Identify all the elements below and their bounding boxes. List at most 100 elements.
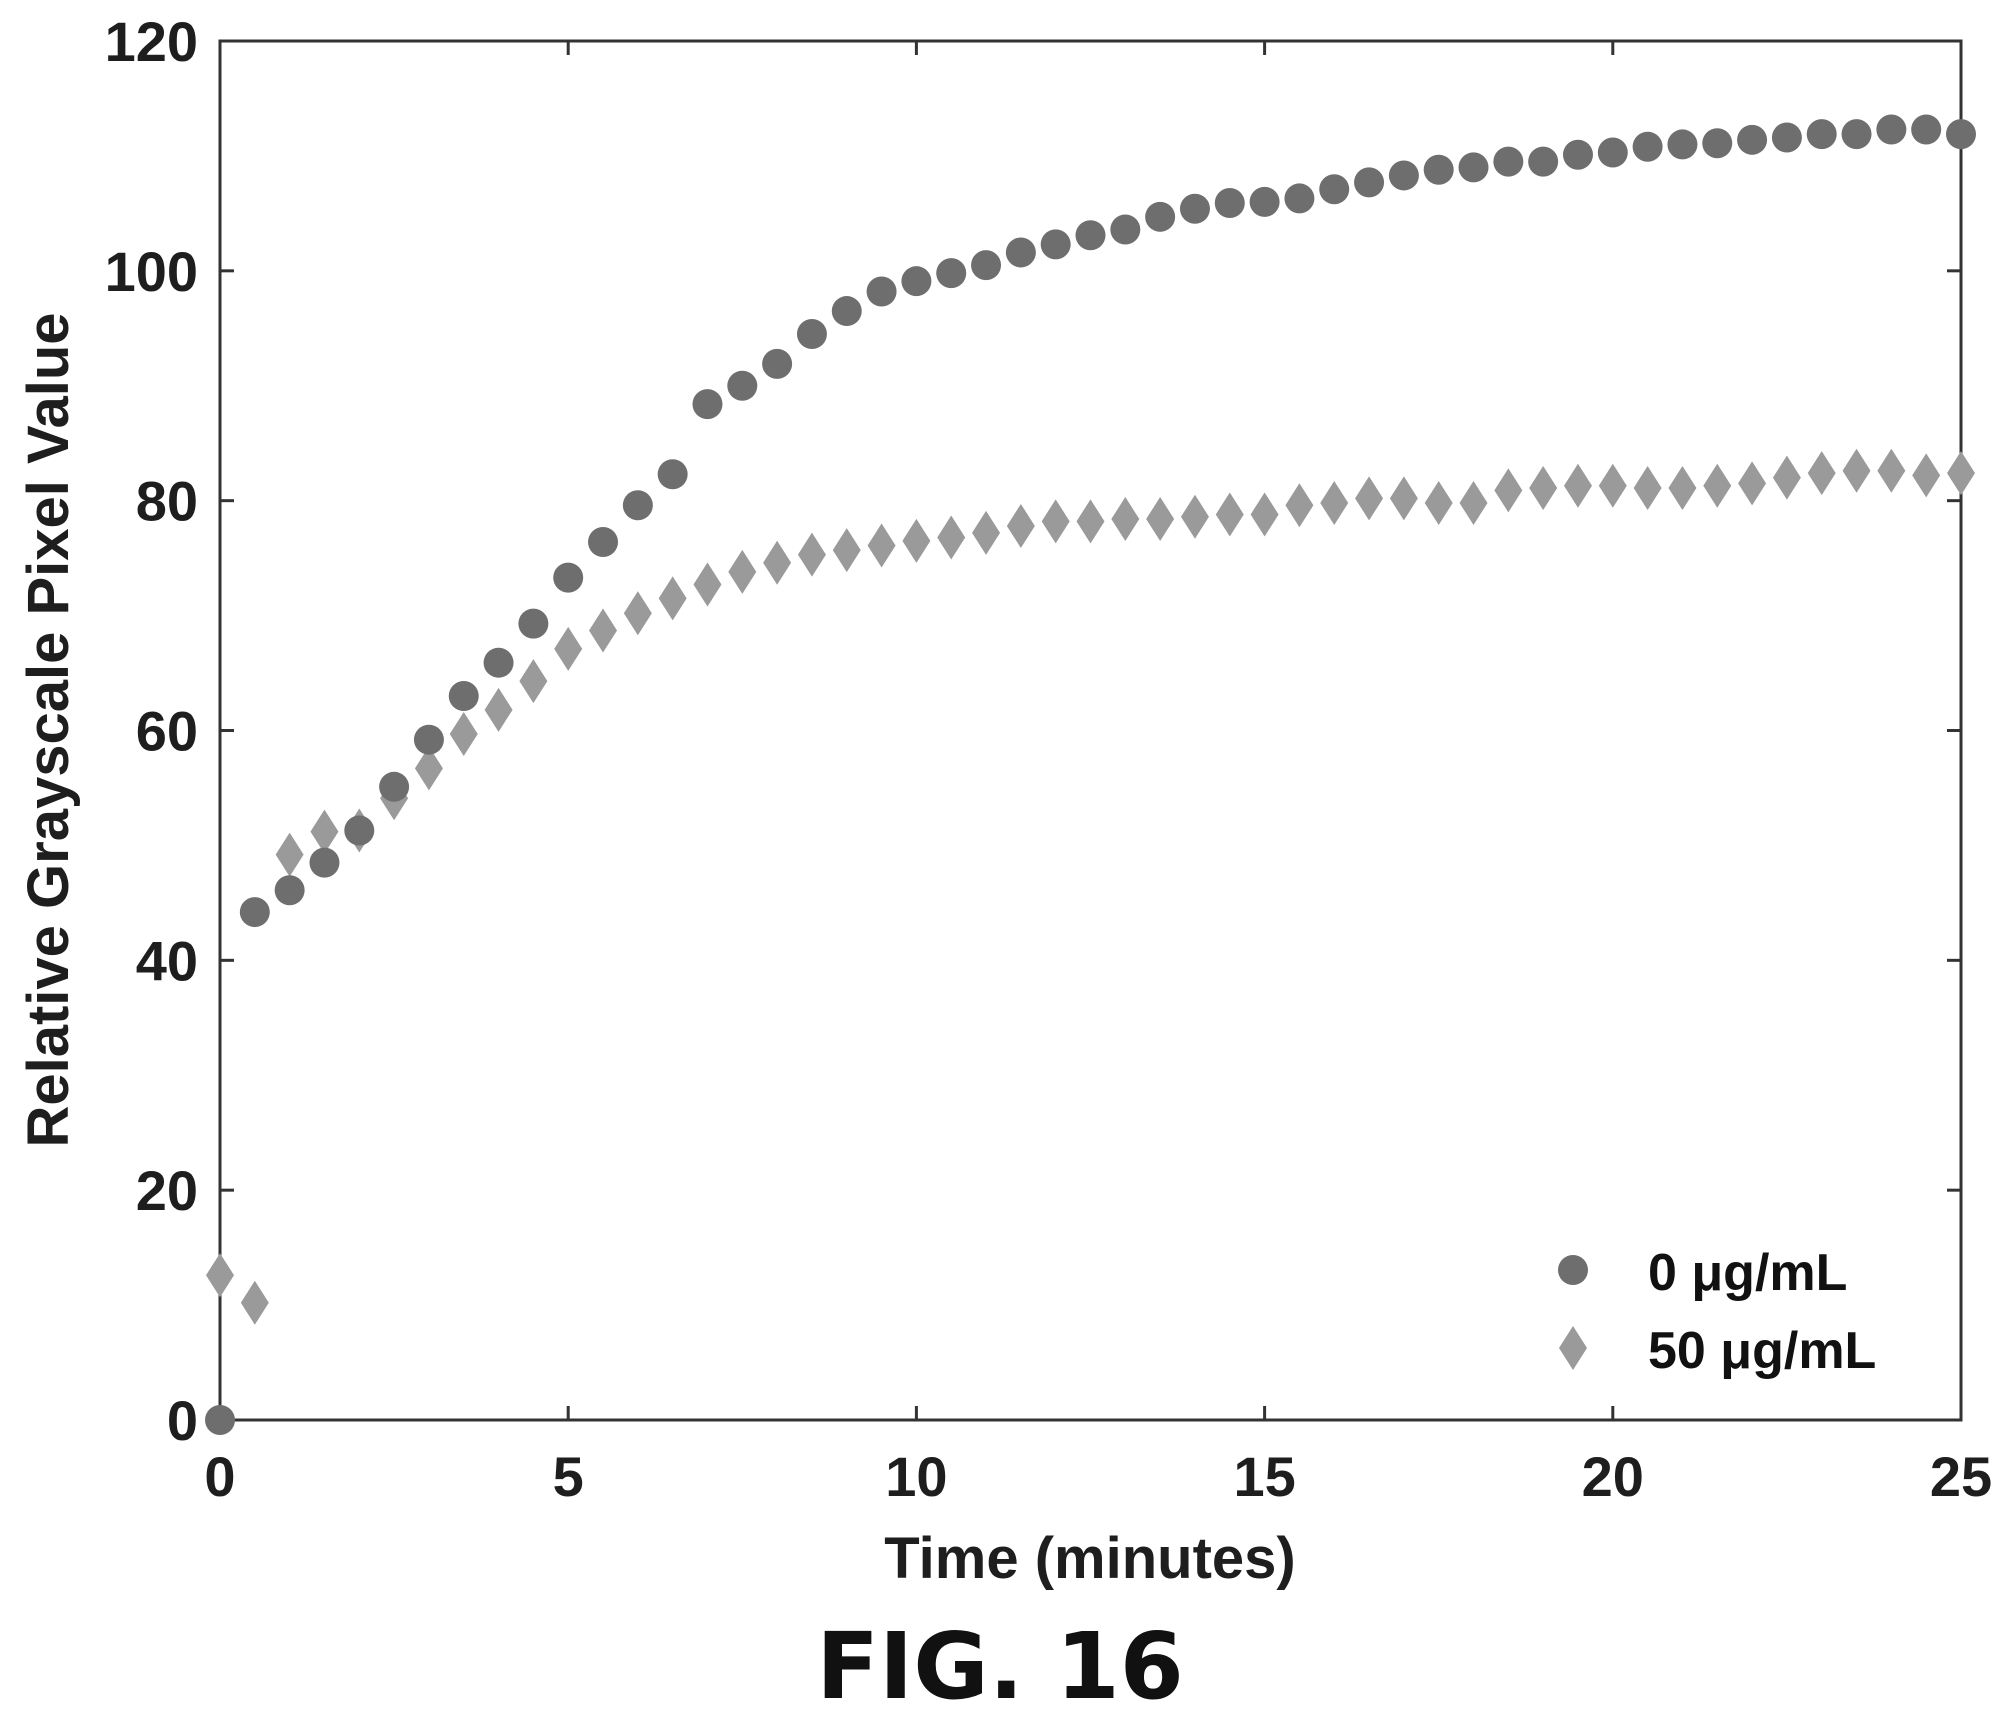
series-50ugml-point — [972, 510, 1001, 555]
legend: 0 μg/mL 50 μg/mL — [1558, 1244, 1876, 1380]
series-0ugml-point — [1040, 229, 1071, 260]
series-0ugml-point — [1702, 128, 1733, 159]
series-50ugml-point — [206, 1253, 234, 1298]
series-50ugml-point — [1668, 466, 1697, 511]
series-50ugml-point — [1598, 463, 1627, 508]
series-0ugml-point — [1597, 137, 1628, 168]
series-0ugml-point — [413, 724, 444, 755]
series-0ugml-point — [692, 389, 723, 420]
series-50ugml-point — [1459, 480, 1488, 525]
series-0ugml-point — [1946, 119, 1976, 150]
series-0ugml-point — [1841, 119, 1872, 150]
series-0ugml-point — [1493, 146, 1524, 177]
series-0ugml-point — [657, 459, 688, 490]
plot-area: 0 5 10 15 20 25 0 20 40 60 80 100 120 — [105, 10, 1993, 1508]
series-50ugml-point — [414, 746, 443, 791]
series-50ugml-point — [1738, 461, 1767, 506]
series-0ugml-point — [866, 276, 897, 307]
series-50ugml-point — [519, 659, 548, 704]
series-50ugml-point — [1633, 466, 1662, 511]
series-50ugml-point — [1215, 492, 1244, 537]
series-0ugml-point — [1458, 152, 1489, 183]
series-50ugml-point — [658, 576, 687, 621]
series-0ugml-point — [1771, 122, 1802, 153]
series-0ugml-point — [1214, 188, 1245, 219]
x-tick-label: 0 — [204, 1445, 235, 1508]
series-0ugml-point — [309, 847, 340, 878]
series-50ugml-point — [1529, 466, 1558, 511]
series-0ugml-point — [205, 1405, 235, 1435]
series-0ugml-point — [588, 527, 619, 558]
series-0ugml-point — [1110, 214, 1141, 245]
series-50ugml-point — [1424, 480, 1453, 525]
x-tick-label: 20 — [1582, 1445, 1644, 1508]
series-0ugml-point — [1075, 220, 1106, 251]
x-tick-label: 25 — [1930, 1445, 1992, 1508]
series-50ugml-point — [797, 532, 826, 577]
series-0ugml-point — [971, 250, 1002, 281]
series-50ugml-point — [763, 540, 792, 585]
series-0ugml-point — [553, 562, 584, 593]
series-0ugml-point — [518, 608, 549, 639]
series-0ugml-point — [831, 296, 862, 327]
series-50ugml-point — [1703, 463, 1732, 508]
series-0ugml-point — [1737, 124, 1768, 155]
figure-caption: FIG. 16 — [816, 1613, 1184, 1710]
series-50ugml-point — [1180, 494, 1209, 539]
series-0ugml-point — [1179, 193, 1210, 224]
series-50ugml-point — [554, 626, 583, 671]
y-axis-title: Relative Grayscale Pixel Value — [16, 312, 81, 1147]
y-tick-label: 80 — [136, 470, 198, 533]
series-0ugml-point — [1562, 139, 1593, 170]
series-0ugml-point — [1911, 114, 1942, 145]
series-50ugml-point — [937, 515, 966, 560]
series-50ugml-point — [623, 591, 652, 636]
series-0ugml-point — [274, 875, 305, 906]
plot-frame — [218, 39, 1963, 1422]
series-50ugml-point — [1146, 497, 1175, 542]
series-0ugml-point — [1249, 186, 1280, 217]
series-50ugml-point — [1076, 499, 1105, 544]
y-tick-label: 60 — [136, 700, 198, 763]
series-50ugml-point — [1285, 483, 1314, 528]
y-tick-label: 0 — [167, 1389, 198, 1452]
series-0ugml-point — [448, 681, 479, 712]
series-50ugml-point — [1494, 468, 1523, 513]
series-0ugml-point — [762, 348, 793, 379]
series-0ugml-point — [483, 647, 514, 678]
series-0ugml-point — [1354, 167, 1385, 198]
series-50ugml-point — [693, 562, 722, 607]
series-50ugml-point — [1041, 499, 1070, 544]
series-0ugml-point — [1806, 119, 1837, 150]
series-50ugml-point — [1563, 463, 1592, 508]
x-tick-label: 15 — [1233, 1445, 1295, 1508]
series-50ugml-point — [1772, 455, 1801, 500]
series-0ugml-point — [1145, 201, 1176, 232]
series-50ugml-point — [449, 711, 478, 756]
data-markers — [205, 114, 1976, 1435]
series-50ugml-point — [832, 528, 861, 573]
series-0ugml-point — [1319, 174, 1350, 205]
series-50ugml-point — [1250, 492, 1279, 537]
series-0ugml-point — [622, 490, 653, 521]
series-0ugml-point — [1423, 154, 1454, 185]
series-0ugml-point — [1528, 146, 1559, 177]
series-0ugml-point — [1388, 160, 1419, 191]
series-50ugml-point — [310, 809, 339, 854]
series-0ugml-point — [727, 370, 758, 401]
series-0ugml-point — [379, 771, 410, 802]
series-0ugml-point — [1632, 131, 1663, 162]
series-50ugml-point — [240, 1280, 269, 1325]
series-50ugml-point — [902, 518, 931, 563]
x-axis-title: Time (minutes) — [884, 1526, 1295, 1591]
series-0ugml-point — [1005, 237, 1036, 268]
series-0ugml-point — [796, 319, 827, 350]
series-0ugml-point — [1284, 183, 1315, 214]
series-50ugml-point — [1355, 476, 1384, 521]
series-0ugml-point — [901, 266, 932, 297]
x-tick-label: 5 — [553, 1445, 584, 1508]
series-50ugml-point — [589, 608, 618, 653]
series-0ugml-point — [1876, 114, 1907, 145]
series-50ugml-point — [1842, 448, 1871, 493]
series-50ugml-point — [728, 549, 757, 594]
